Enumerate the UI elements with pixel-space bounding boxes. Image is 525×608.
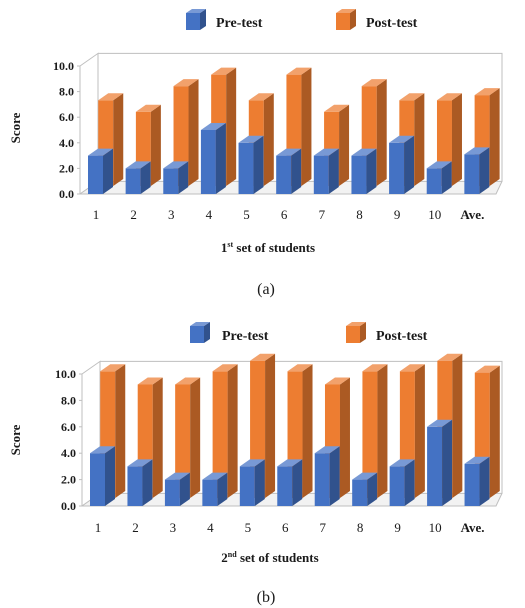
bar-pretest [238,135,264,194]
panel-caption-b: (b) [257,589,276,606]
x-axis-title-b: 2nd set of students [221,550,318,565]
bars-a [88,67,500,194]
bar-pretest [426,161,452,194]
bar-pretest [127,459,153,506]
y-ticks-a: 0.0 2.0 4.0 6.0 8.0 10.0 [53,59,80,201]
bar-pretest [314,446,340,506]
x-tick-label: 8 [356,207,363,222]
x-tick-label: 10 [429,520,442,535]
bar-posttest [175,377,201,498]
bar-pretest [202,472,228,506]
legend-swatch-3d [346,322,366,343]
bar-pretest [239,459,265,506]
bar-pretest [90,446,115,506]
y-tick-label: 10.0 [55,367,76,381]
x-tick-label: 4 [207,520,214,535]
bars-b [90,353,500,506]
x-tick-label: 10 [428,207,441,222]
x-ticks-b: 1 2 3 4 5 6 7 8 9 10 Ave. [95,520,485,535]
y-tick-label: 10.0 [53,59,74,73]
x-ticks-a: 1 2 3 4 5 6 7 8 9 10 Ave. [93,207,485,222]
bar-pretest [389,459,415,506]
legend-swatch-pretest-a [186,9,206,30]
bar-pretest [163,161,189,194]
bar-pretest [464,147,490,194]
x-tick-label: 1 [95,520,102,535]
bar-pretest [351,148,377,194]
y-tick-label: 6.0 [61,420,76,434]
chart-panel-a: Pre-test Post-test 0.0 2.0 4.0 6.0 8.0 10.0 1… [8,9,503,298]
y-tick-label: 6.0 [59,110,74,124]
bar-posttest [212,364,238,498]
bar-pretest [88,148,113,194]
x-tick-label: 3 [170,520,177,535]
x-tick-label: 7 [319,520,326,535]
x-tick-label: 3 [168,207,175,222]
back-wall [98,52,503,182]
bar-pretest [276,148,302,194]
x-tick-label: 2 [130,207,137,222]
y-tick-label: 8.0 [59,85,74,99]
x-tick-label: 9 [394,207,401,222]
y-tick-label: 0.0 [59,187,74,201]
x-axis-title-a: 1st set of students [221,240,315,255]
y-tick-label: 8.0 [61,393,76,407]
y-tick-label: 4.0 [61,446,76,460]
legend-swatch-pretest-b [190,322,210,343]
legend-swatch-3d [186,9,206,30]
x-tick-label: 4 [206,207,213,222]
y-tick-label: 0.0 [61,499,76,513]
y-tick-label: 2.0 [61,473,76,487]
x-tick-label: 2 [132,520,139,535]
x-tick-label: 5 [245,520,252,535]
bar-pretest [277,459,303,506]
panel-caption-a: (a) [257,281,275,298]
y-tick-label: 2.0 [59,161,74,175]
x-tick-label: 6 [282,520,289,535]
bar-pretest [427,419,453,506]
bar-pretest [200,123,226,194]
legend-swatch-3d [336,9,356,30]
x-tick-label: 6 [281,207,288,222]
bar-pretest [313,148,339,194]
legend-b: Pre-test Post-test [190,322,428,344]
legend-label-pretest-b: Pre-test [222,329,269,344]
legend-swatch-3d [190,322,210,343]
bar-pretest [389,135,415,194]
x-tick-label: Ave. [461,520,485,535]
bar-posttest [173,79,199,186]
legend-label-pretest-a: Pre-test [216,16,263,31]
bar-pretest [125,161,151,194]
y-axis-title-b: Score [8,424,23,455]
x-tick-label: 9 [394,520,401,535]
bar-posttest [362,364,388,498]
x-tick-label: Ave. [460,207,484,222]
y-ticks-b: 0.0 2.0 4.0 6.0 8.0 10.0 [55,367,82,513]
legend-swatch-posttest-b [346,322,366,343]
y-tick-label: 4.0 [59,136,74,150]
bar-pretest [164,472,190,506]
y-axis-title-a: Score [8,112,23,143]
legend-label-posttest-a: Post-test [366,16,418,31]
legend-swatch-posttest-a [336,9,356,30]
x-tick-label: 1 [93,207,100,222]
bar-pretest [464,456,490,506]
x-tick-label: 8 [357,520,364,535]
legend-a: Pre-test Post-test [186,9,418,31]
x-tick-label: 7 [319,207,326,222]
back-wall [100,360,503,494]
legend-label-posttest-b: Post-test [376,329,428,344]
x-tick-label: 5 [243,207,250,222]
bar-pretest [352,472,378,506]
chart-panel-b: Pre-test Post-test 0.0 2.0 4.0 6.0 8.0 10.0 1… [8,322,503,606]
